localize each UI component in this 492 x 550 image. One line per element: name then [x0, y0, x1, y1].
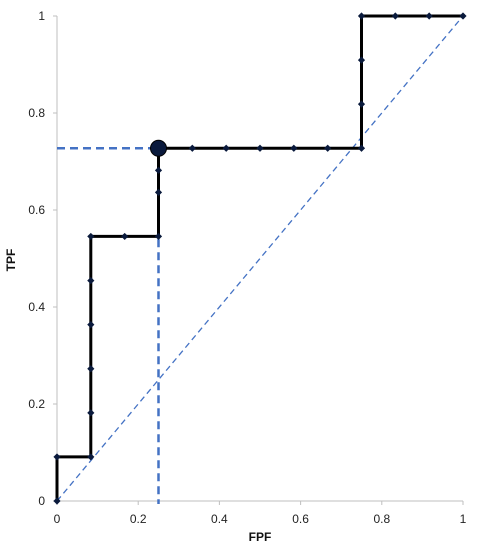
roc-point-marker	[357, 56, 366, 64]
roc-point-marker	[53, 497, 61, 505]
roc-point-marker	[154, 188, 163, 196]
roc-point-marker	[154, 232, 163, 241]
roc-point-marker	[87, 276, 95, 285]
x-tick-label: 0.8	[373, 512, 390, 526]
roc-point-marker	[188, 144, 196, 152]
x-tick-label: 0	[54, 512, 61, 526]
roc-point-marker	[357, 12, 366, 20]
roc-point-marker	[357, 144, 366, 152]
y-tick-label: 0	[38, 494, 45, 508]
roc-point-marker	[222, 144, 230, 152]
x-tick-label: 0.4	[211, 512, 228, 526]
series	[53, 12, 467, 505]
roc-point-marker	[459, 12, 467, 20]
roc-point-marker	[256, 144, 264, 152]
y-tick-label: 0.2	[28, 397, 45, 411]
roc-point-marker	[87, 321, 95, 329]
roc-point-marker	[290, 144, 298, 152]
roc-point-marker	[357, 100, 366, 108]
y-axis-label: TPF	[4, 249, 18, 272]
roc-point-marker	[87, 409, 95, 417]
highlight-guides	[57, 147, 160, 504]
roc-point-marker	[391, 12, 399, 20]
roc-point-marker	[87, 365, 95, 373]
chance-diagonal-line	[56, 15, 464, 502]
y-tick-label: 1	[38, 9, 45, 23]
roc-point-marker	[324, 144, 332, 152]
roc-point-marker	[154, 166, 163, 174]
x-axis-label: FPF	[249, 530, 272, 544]
roc-point-marker	[87, 453, 95, 461]
roc-point-marker	[87, 232, 95, 241]
x-tick-label: 0.2	[130, 512, 147, 526]
y-tick-label: 0.6	[28, 203, 45, 217]
roc-point-marker	[53, 453, 61, 461]
axes	[53, 15, 464, 505]
x-tick-label: 1	[460, 512, 467, 526]
tick-labels: 0 0.2 0.4 0.6 0.8 1 0 0.2 0.4 0.6 0.8 1	[28, 9, 466, 526]
highlight-point	[150, 139, 167, 157]
roc-point-marker	[425, 12, 433, 20]
y-tick-label: 0.8	[28, 106, 45, 120]
y-tick-label: 0.4	[28, 300, 45, 314]
roc-point-marker	[121, 232, 129, 241]
x-tick-label: 0.6	[292, 512, 309, 526]
